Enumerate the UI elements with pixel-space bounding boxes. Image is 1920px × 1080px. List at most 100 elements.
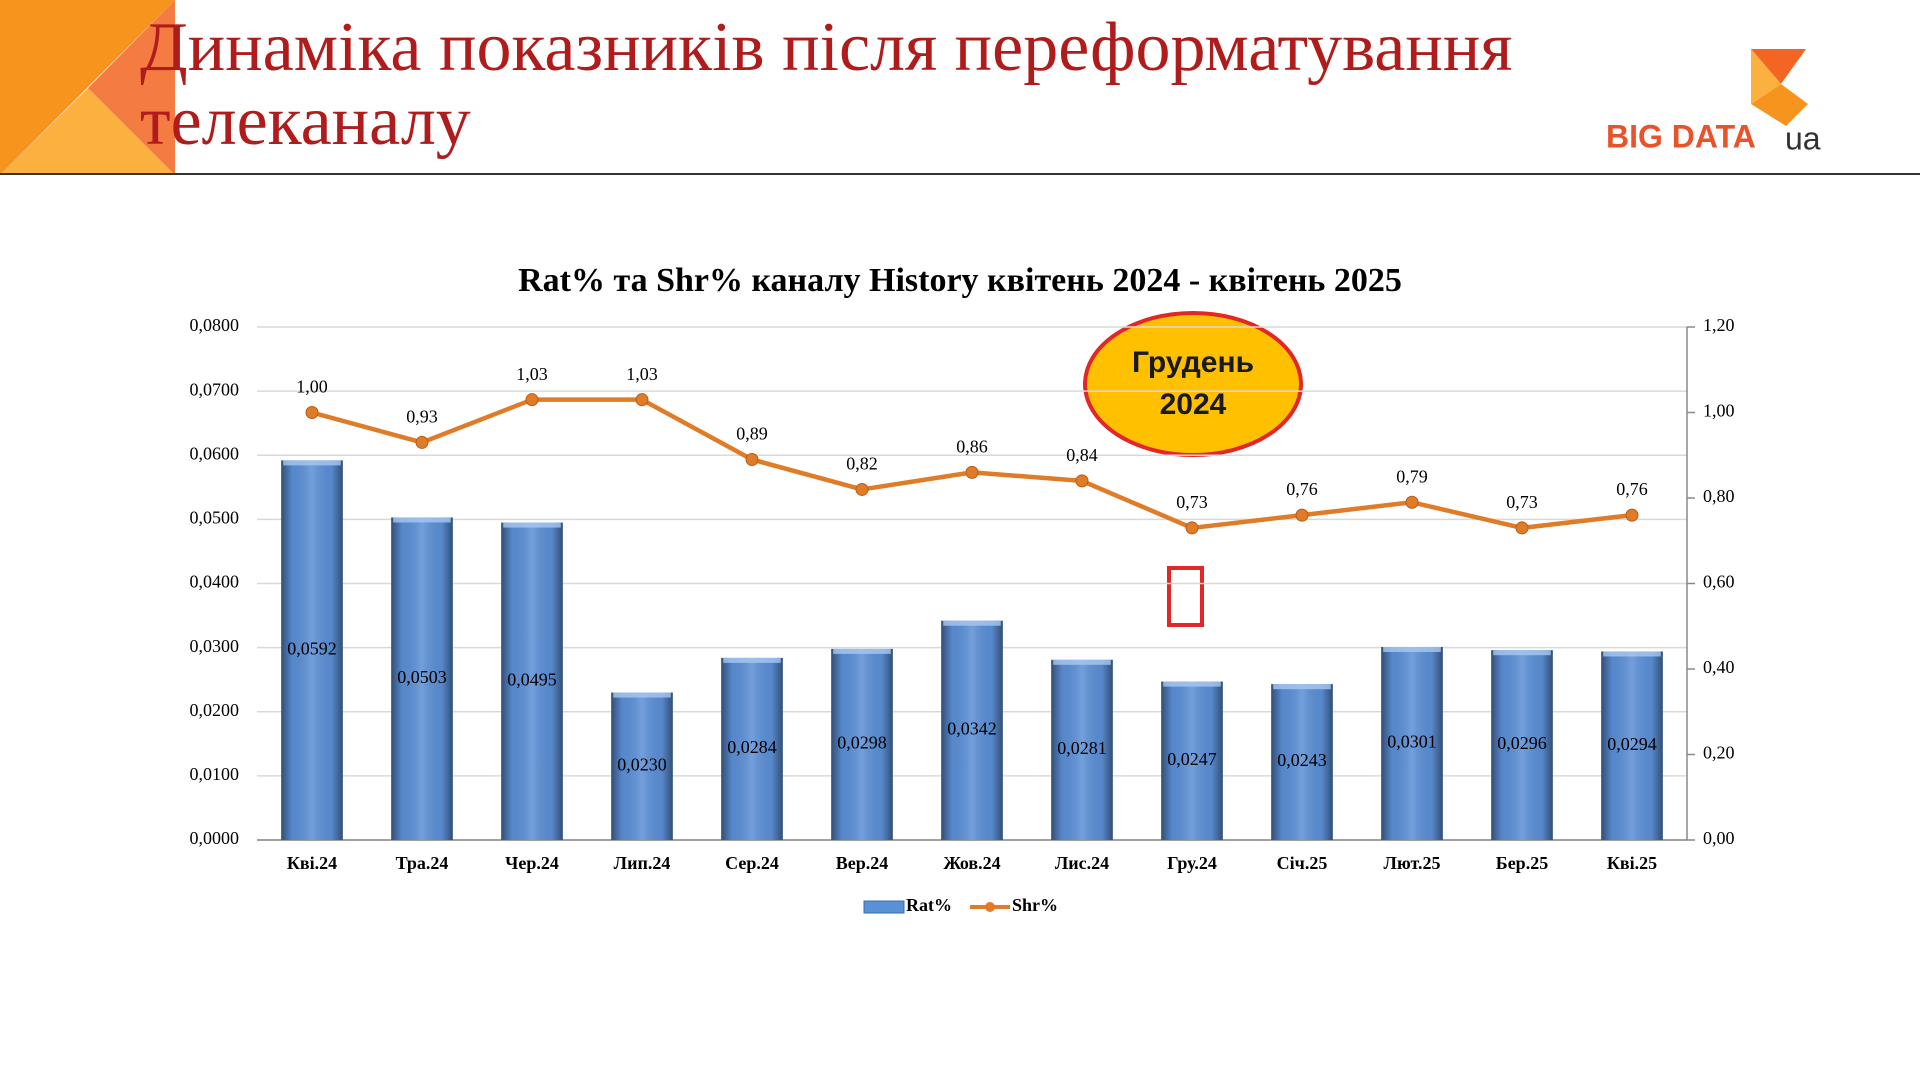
chart-title: Rat% та Shr% каналу History квітень 2024… (518, 262, 1402, 299)
data-label: 0,0281 (1057, 738, 1107, 758)
bar-shade (941, 620, 1003, 840)
bar-cap (503, 522, 561, 528)
annotation-bubble (1083, 311, 1303, 457)
bar-shade (1051, 659, 1113, 840)
line-point (635, 393, 649, 407)
y2-tick-label: 1,20 (1703, 315, 1735, 335)
data-label: 0,76 (1616, 479, 1648, 499)
line-point (305, 406, 319, 419)
data-label: 0,0284 (727, 737, 777, 757)
bar-cap (1603, 651, 1661, 657)
data-label: 0,84 (1066, 445, 1098, 465)
bar-shade (1161, 681, 1223, 840)
line (311, 397, 1633, 531)
data-label: 0,0298 (837, 733, 887, 753)
y-tick-label: 0,0400 (190, 572, 240, 592)
line-point (855, 482, 869, 496)
data-label: 1,03 (516, 364, 548, 384)
y-tick-label: 0,0000 (190, 828, 240, 848)
bar-shade (1381, 646, 1443, 840)
legend-swatch (863, 900, 905, 914)
bar-shade (721, 657, 783, 840)
y-tick-label: 0,0200 (190, 700, 240, 720)
data-label: 0,89 (736, 424, 768, 444)
data-label: 0,0301 (1387, 732, 1437, 752)
y2-tick-label: 0,00 (1703, 828, 1735, 848)
data-label: 0,0495 (507, 669, 557, 689)
x-tick-label: Кві.24 (287, 853, 337, 873)
y-tick-label: 0,0800 (190, 315, 240, 335)
y2-tick-label: 0,60 (1703, 572, 1735, 592)
logo-suffix: ua (1785, 120, 1821, 156)
data-label: 0,0296 (1497, 733, 1547, 753)
annotation-marker (1167, 566, 1204, 627)
y2-tick-label: 0,80 (1703, 486, 1735, 506)
data-label: 0,86 (956, 436, 988, 456)
line-point (965, 465, 979, 479)
bar-cap (1383, 646, 1441, 652)
x-tick-label: Лют.25 (1384, 853, 1441, 873)
slide-title: Динаміка показників після переформатуван… (140, 9, 1513, 86)
y-tick-label: 0,0700 (190, 379, 240, 399)
data-label: 0,0503 (397, 667, 447, 687)
data-label: 0,0230 (617, 754, 667, 774)
x-tick-label: Лип.24 (614, 853, 671, 873)
x-tick-label: Кві.25 (1607, 853, 1657, 873)
y2-tick-label: 0,20 (1703, 743, 1735, 763)
data-label: 1,03 (626, 364, 658, 384)
bar-cap (1163, 681, 1221, 687)
line-point (1515, 521, 1529, 535)
bar-shade (501, 522, 563, 840)
bar-shade (1491, 650, 1553, 840)
line-point (745, 453, 759, 467)
x-tick-label: Січ.25 (1277, 853, 1328, 873)
data-label: 0,82 (846, 454, 878, 474)
line-point (525, 393, 539, 407)
line-point (1295, 508, 1309, 522)
line-point (1625, 508, 1639, 522)
y-tick-label: 0,0600 (190, 443, 240, 463)
data-label: 1,00 (296, 377, 328, 397)
data-label: 0,73 (1176, 492, 1208, 512)
x-tick-label: Лис.24 (1055, 853, 1109, 873)
bar-cap (1053, 659, 1111, 665)
bar-cap (393, 517, 451, 523)
bar-shade (831, 648, 893, 840)
line-point (1185, 521, 1199, 535)
legend-label: Rat% (906, 895, 952, 915)
x-tick-label: Жов.24 (943, 853, 1000, 873)
bar-cap (1273, 684, 1331, 690)
bar-shade (281, 460, 343, 840)
annotation: 2024 (1160, 388, 1227, 421)
slide-title: телеканалу (140, 83, 471, 160)
bar-cap (613, 692, 671, 698)
bar-shade (1271, 684, 1333, 840)
y-tick-label: 0,0100 (190, 764, 240, 784)
bar-shade (1601, 651, 1663, 840)
logo-mark (1751, 49, 1781, 104)
logo-text: BIG DATA (1606, 118, 1756, 154)
data-label: 0,76 (1286, 479, 1318, 499)
corner-decor (88, 0, 175, 175)
line-point (1075, 474, 1089, 488)
bar-cap (943, 620, 1001, 626)
bar-shade (391, 517, 453, 840)
corner-decor (0, 88, 175, 175)
x-tick-label: Бер.25 (1496, 853, 1548, 873)
y2-tick-label: 0,40 (1703, 657, 1735, 677)
data-label: 0,93 (406, 407, 438, 427)
y2-tick-label: 1,00 (1703, 401, 1735, 421)
x-tick-label: Вер.24 (836, 853, 889, 873)
x-tick-label: Тра.24 (396, 853, 449, 873)
logo-mark (1751, 49, 1806, 84)
x-tick-label: Чер.24 (505, 853, 559, 873)
bar-cap (723, 657, 781, 663)
annotation: Грудень (1132, 346, 1254, 379)
bar-cap (833, 648, 891, 654)
x-tick-label: Гру.24 (1167, 853, 1217, 873)
line-point (415, 435, 429, 449)
y-tick-label: 0,0500 (190, 508, 240, 528)
data-label: 0,0247 (1167, 749, 1217, 769)
